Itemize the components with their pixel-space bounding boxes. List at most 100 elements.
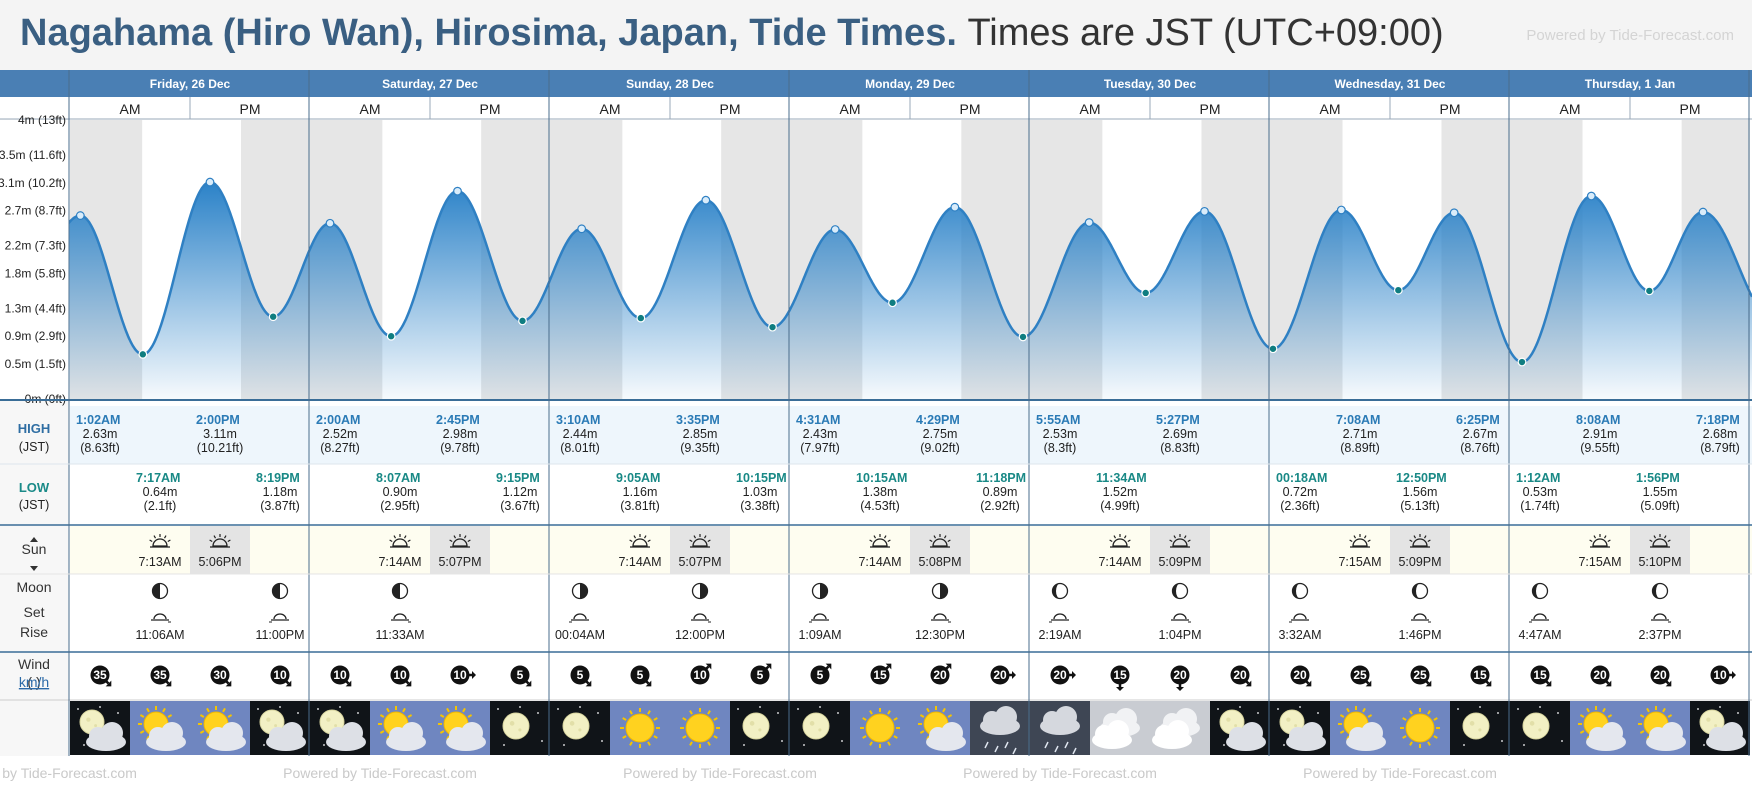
low-tide-feet: (4.53ft) [860, 499, 900, 513]
wind-arrowhead [1732, 671, 1736, 679]
high-tide-point [1449, 208, 1459, 218]
high-tide-time: 8:08AM [1576, 413, 1620, 427]
wind-indicator: 15 [870, 663, 892, 685]
low-row-tz: (JST) [19, 498, 50, 512]
moon-row-label: Moon [16, 579, 51, 595]
weather-moon-icon [1450, 701, 1510, 755]
wind-arrowhead [1425, 680, 1432, 687]
wind-arrowhead [1176, 687, 1184, 691]
moon-set-time: 2:19AM [1038, 628, 1081, 642]
low-tide-point [768, 322, 777, 332]
low-tide-time: 7:17AM [136, 471, 180, 485]
moon-phase-icon [391, 582, 409, 600]
sunset-icon [1169, 534, 1191, 548]
wind-speed-badge [750, 665, 770, 685]
sun-row-label: Sun [22, 541, 47, 557]
footer-band [0, 756, 1752, 787]
wind-speed-badge [1350, 665, 1370, 685]
high-tide-height: 2.75m [923, 427, 958, 441]
low-tide-point [1141, 288, 1151, 298]
low-tide-height: 0.53m [1523, 485, 1558, 499]
weather-moon-cloud-icon [1690, 701, 1750, 755]
wind-speed-badge [1230, 665, 1250, 685]
moon-phase-icon [691, 582, 709, 600]
day-label: Friday, 26 Dec [150, 77, 231, 91]
high-tide-feet: (8.63ft) [80, 441, 120, 455]
moonrise-icon [391, 613, 411, 623]
am-label: AM [600, 101, 621, 117]
wind-indicator: 35 [150, 665, 172, 687]
wind-arrowhead [285, 680, 292, 687]
wind-arrowhead [705, 663, 712, 670]
low-tide-height: 1.18m [263, 485, 298, 499]
wind-indicator: 30 [210, 665, 232, 687]
wind-speed-badge [1650, 665, 1670, 685]
wind-arrowhead [585, 680, 592, 687]
wind-speed: 35 [93, 668, 107, 682]
wind-indicator: 20 [930, 663, 952, 685]
wind-speed: 15 [1533, 668, 1547, 682]
moon-rise-time: 2:37PM [1638, 628, 1681, 642]
title-bar: Nagahama (Hiro Wan), Hirosima, Japan, Ti… [0, 0, 1752, 70]
wind-indicator: 20 [1170, 665, 1190, 691]
weather-sun-cloud-icon [190, 701, 250, 755]
high-tide-point [325, 218, 335, 228]
wind-arrowhead [1545, 680, 1552, 687]
wind-speed-badge [150, 665, 170, 685]
low-tide-point [1268, 344, 1278, 354]
low-tide-time: 10:15AM [856, 471, 907, 485]
wind-speed-badge [1170, 665, 1190, 685]
wind-speed: 35 [153, 668, 167, 682]
wind-speed-badge [1050, 665, 1070, 685]
wind-speed: 5 [757, 668, 764, 682]
wind-arrowhead [1305, 680, 1312, 687]
high-tide-height: 2.67m [1463, 427, 1498, 441]
sunrise-time: 7:14AM [858, 555, 901, 569]
footer-watermark: Powered by Tide-Forecast.com [0, 765, 137, 781]
sun-down-icon [30, 566, 38, 571]
weather-moon-cloud-icon [1210, 701, 1270, 755]
low-tide-point [138, 349, 148, 359]
wind-speed: 10 [453, 668, 467, 682]
high-tide-height: 2.52m [323, 427, 358, 441]
moon-phase-icon [1171, 582, 1189, 600]
wind-speed: 20 [1593, 668, 1607, 682]
moon-set-time: 3:32AM [1278, 628, 1321, 642]
high-tide-point [950, 202, 960, 212]
moon-set-time: 4:47AM [1518, 628, 1561, 642]
wind-arrowhead [1485, 680, 1492, 687]
moon-set-time: 00:04AM [555, 628, 605, 642]
sunrise-time: 7:15AM [1338, 555, 1381, 569]
wind-speed: 20 [1293, 668, 1307, 682]
low-tide-feet: (3.81ft) [620, 499, 660, 513]
moon-phase-icon [1291, 582, 1309, 600]
day-label: Sunday, 28 Dec [626, 77, 714, 91]
wind-speed-badge [390, 665, 410, 685]
high-tide-time: 2:00PM [196, 413, 240, 427]
high-tide-feet: (8.89ft) [1340, 441, 1380, 455]
y-tick-label: 0.9m (2.9ft) [5, 329, 66, 343]
weather-moon-icon [790, 701, 850, 755]
high-tide-height: 3.11m [203, 427, 237, 441]
low-tide-feet: (2.92ft) [980, 499, 1020, 513]
low-tide-feet: (2.1ft) [144, 499, 177, 513]
title-timezone: Times are JST (UTC+09:00) [967, 12, 1444, 54]
high-tide-point [453, 186, 462, 196]
sunset-time: 5:07PM [678, 555, 721, 569]
high-tide-time: 4:31AM [796, 413, 840, 427]
weather-cloud-rain-icon [970, 701, 1030, 755]
low-tide-height: 0.89m [983, 485, 1018, 499]
wind-speed-badge [930, 665, 950, 685]
wind-speed: 5 [637, 668, 644, 682]
weather-sun-cloud-icon [430, 701, 490, 755]
wind-speed: 15 [1473, 668, 1487, 682]
wind-speed: 20 [993, 668, 1007, 682]
high-tide-point [1200, 206, 1209, 216]
day-header-band [0, 70, 1752, 97]
wind-speed-badge [1590, 665, 1610, 685]
low-tide-time: 12:50PM [1396, 471, 1447, 485]
high-row-label: HIGH [18, 421, 51, 436]
wind-indicator: 15 [1110, 665, 1130, 691]
high-tide-time: 6:25PM [1456, 413, 1500, 427]
wind-speed-badge [1470, 665, 1490, 685]
